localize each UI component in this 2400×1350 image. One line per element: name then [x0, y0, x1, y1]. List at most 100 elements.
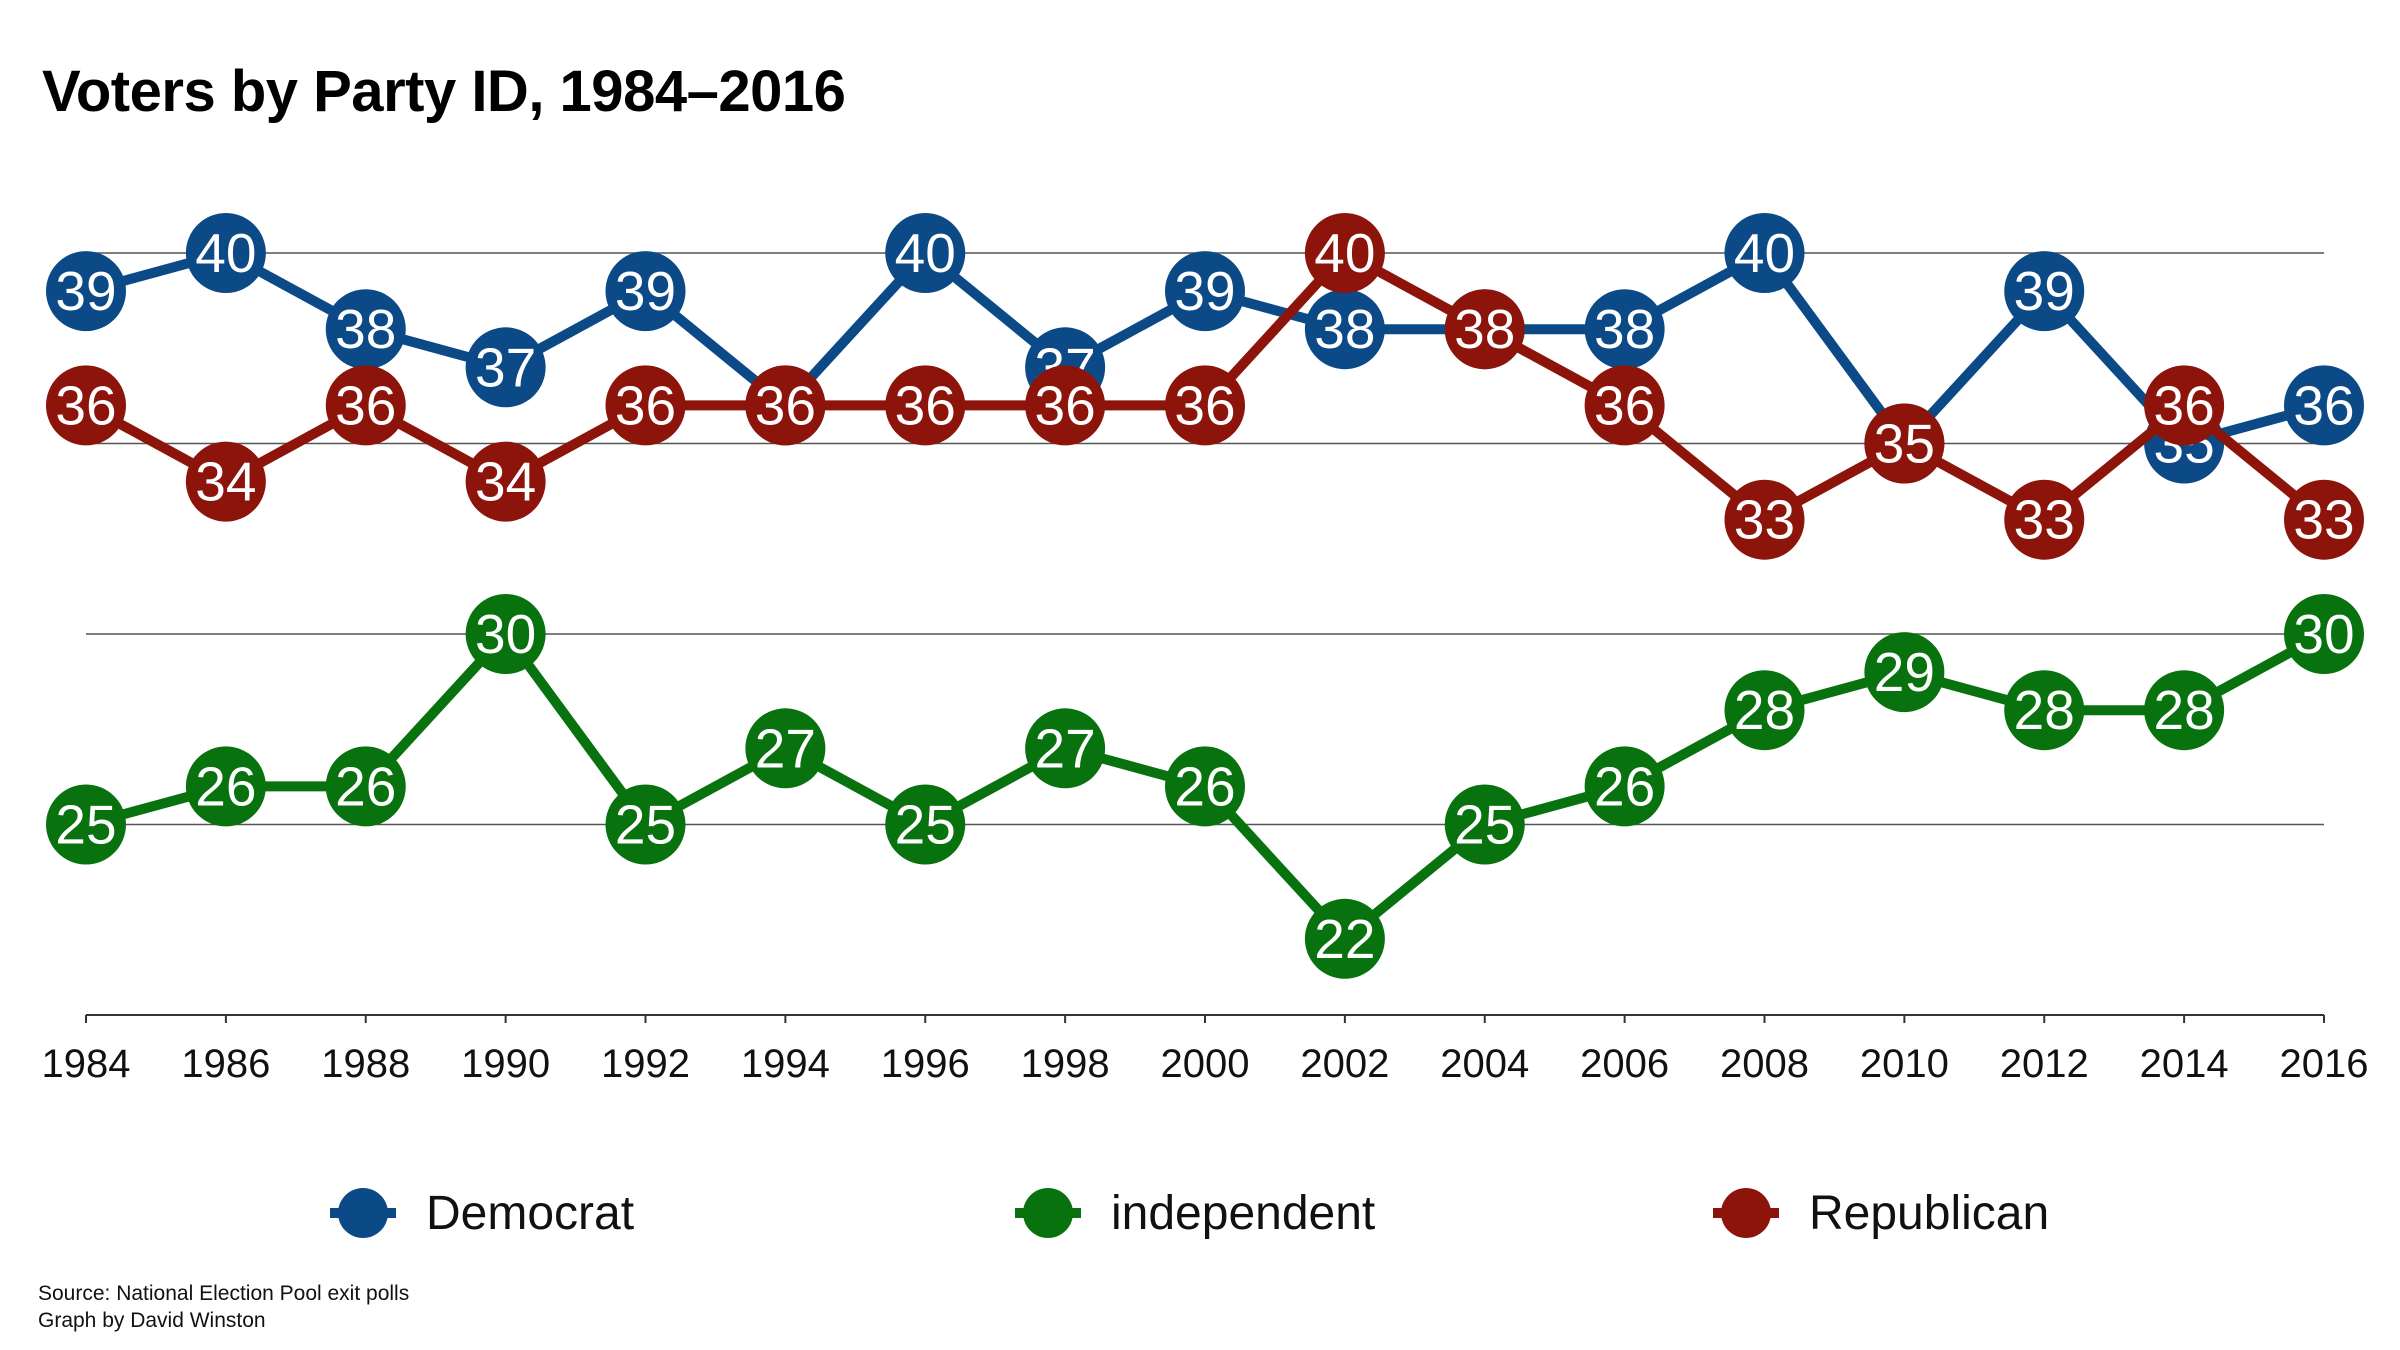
- legend-item-republican: Republican: [1713, 1178, 2049, 1248]
- source-note: Source: National Election Pool exit poll…: [38, 1282, 410, 1305]
- data-point: [2284, 594, 2364, 674]
- data-label: 26: [195, 755, 256, 817]
- data-label: 33: [2014, 489, 2075, 551]
- data-point: [46, 251, 126, 332]
- data-label: 33: [2293, 489, 2354, 551]
- data-label: 40: [895, 222, 956, 284]
- data-label: 38: [335, 298, 396, 360]
- x-tick-label: 1996: [881, 1042, 970, 1086]
- data-label: 27: [755, 717, 816, 779]
- data-point: [745, 365, 826, 446]
- data-label: 26: [1174, 755, 1235, 817]
- data-point: [885, 365, 966, 446]
- data-label: 36: [1174, 374, 1235, 436]
- series-independent: 25 26 26 30 25 27 25 27 26 22 25 26 28 29 28 28 30: [46, 594, 2364, 979]
- data-label: 34: [195, 451, 256, 513]
- data-point: [1165, 365, 1245, 446]
- data-label: 40: [1314, 222, 1375, 284]
- legend: Democrat independent Republican: [0, 1178, 2400, 1248]
- legend-label-republican: Republican: [1809, 1186, 2050, 1240]
- data-label: 38: [1454, 298, 1515, 360]
- x-tick-label: 2010: [1860, 1042, 1949, 1086]
- data-label: 40: [195, 222, 256, 284]
- data-label: 26: [1594, 755, 1655, 817]
- legend-label-independent: independent: [1111, 1186, 1376, 1240]
- data-label: 25: [1454, 794, 1515, 856]
- data-point: [465, 594, 546, 674]
- data-point: [1724, 670, 1805, 751]
- data-point: [465, 441, 546, 522]
- data-label: 36: [895, 374, 956, 436]
- data-label: 33: [1734, 489, 1795, 551]
- data-point: [465, 327, 546, 408]
- legend-swatch-independent: [1015, 1188, 1081, 1238]
- data-point: [185, 441, 266, 522]
- line-chart: 1984 1986 1988 1990 1992 1994 1996 1998 2000 2002…: [42, 213, 2368, 1086]
- x-tick-label: 2006: [1580, 1042, 1669, 1086]
- data-point: [1724, 213, 1805, 293]
- x-tick-label: 2002: [1300, 1042, 1389, 1086]
- legend-item-independent: independent: [1015, 1178, 1375, 1248]
- data-point: [46, 365, 126, 446]
- data-point: [1304, 898, 1385, 979]
- data-point: [325, 746, 406, 827]
- data-label: 34: [475, 451, 536, 513]
- data-point: [1304, 213, 1385, 293]
- data-label: 30: [2293, 603, 2354, 665]
- legend-swatch-democrat: [330, 1188, 396, 1238]
- x-tick-label: 1990: [461, 1042, 550, 1086]
- data-point: [1025, 365, 1106, 446]
- data-label: 36: [1594, 374, 1655, 436]
- legend-item-democrat: Democrat: [330, 1178, 634, 1248]
- data-point: [185, 213, 266, 293]
- x-tick-label: 1992: [601, 1042, 690, 1086]
- data-label: 28: [1734, 679, 1795, 741]
- data-label: 36: [2293, 374, 2354, 436]
- legend-swatch-republican: [1713, 1188, 1779, 1238]
- data-label: 40: [1734, 222, 1795, 284]
- data-label: 26: [335, 755, 396, 817]
- data-point: [2004, 251, 2085, 332]
- x-tick-label: 1984: [42, 1042, 131, 1086]
- data-point: [885, 213, 966, 293]
- series-republican: 36 34 36 34 36 36 36 36 36 40 38 36 33 35 33 36 33: [46, 213, 2364, 560]
- data-label: 37: [475, 336, 536, 398]
- data-point: [2284, 365, 2364, 446]
- data-point: [1444, 784, 1525, 865]
- x-tick-label: 1986: [181, 1042, 270, 1086]
- data-label: 36: [615, 374, 676, 436]
- data-label: 29: [1874, 641, 1935, 703]
- data-label: 36: [2154, 374, 2215, 436]
- data-point: [605, 251, 686, 332]
- data-label: 30: [475, 603, 536, 665]
- data-point: [1584, 746, 1665, 827]
- data-label: 38: [1314, 298, 1375, 360]
- data-label: 39: [1174, 260, 1235, 322]
- data-point: [605, 365, 686, 446]
- legend-label-democrat: Democrat: [426, 1186, 635, 1240]
- chart-title: Voters by Party ID, 1984–2016: [42, 59, 846, 124]
- data-point: [1864, 403, 1945, 484]
- data-point: [1724, 479, 1805, 560]
- data-label: 28: [2014, 679, 2075, 741]
- legend-swatch-marker: [1721, 1188, 1771, 1238]
- x-tick-label: 1994: [741, 1042, 830, 1086]
- data-label: 27: [1035, 717, 1096, 779]
- data-point: [885, 784, 966, 865]
- data-label: 36: [335, 374, 396, 436]
- x-tick-label: 2012: [2000, 1042, 2089, 1086]
- data-point: [1025, 708, 1106, 789]
- x-tick-label: 2004: [1440, 1042, 1529, 1086]
- data-label: 38: [1594, 298, 1655, 360]
- data-point: [325, 365, 406, 446]
- series: 25 26 26 30 25 27 25 27 26 22 25 26 28 29 28 28 30 39 40 38…: [46, 213, 2364, 979]
- x-tick-label: 1988: [321, 1042, 410, 1086]
- data-point: [1584, 365, 1665, 446]
- data-point: [2144, 670, 2225, 751]
- data-point: [1444, 289, 1525, 370]
- data-label: 25: [615, 794, 676, 856]
- data-label: 39: [55, 260, 116, 322]
- data-label: 39: [2014, 260, 2075, 322]
- data-label: 36: [1035, 374, 1096, 436]
- data-label: 25: [895, 794, 956, 856]
